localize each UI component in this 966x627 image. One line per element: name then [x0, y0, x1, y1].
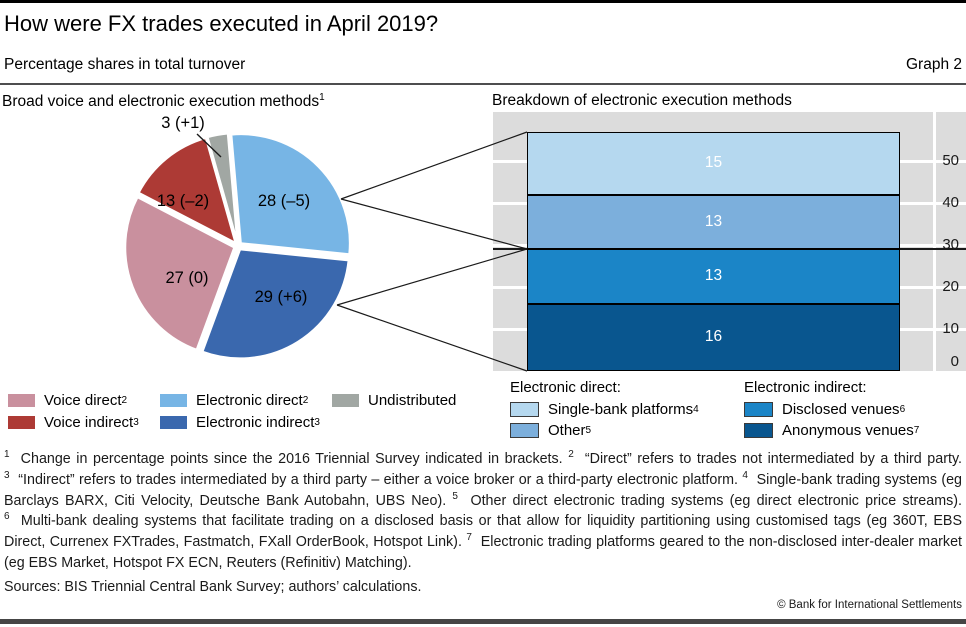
legend-label: Anonymous venues	[782, 422, 914, 439]
legend-swatch	[510, 423, 539, 438]
legend-label-sup: 4	[693, 404, 699, 415]
bar-value-label: 15	[704, 154, 723, 172]
pie-legend: Voice direct 2 Voice indirect 3 Electronic d…	[8, 389, 456, 433]
y-tick-label: 20	[942, 278, 959, 295]
legend-item-anonymous-venues: Anonymous venues 7	[744, 420, 919, 441]
header-rule	[0, 83, 966, 85]
pie-panel-title-sup: 1	[319, 92, 325, 103]
legend-swatch	[510, 402, 539, 417]
legend-swatch	[8, 415, 35, 429]
bar-panel-title: Breakdown of electronic execution method…	[492, 92, 792, 109]
legend-label: Voice direct	[44, 391, 122, 409]
pie-panel-title: Broad voice and electronic execution met…	[2, 92, 325, 111]
legend-label: Electronic direct	[196, 391, 303, 409]
legend-label: Electronic indirect	[196, 413, 315, 431]
y-tick-label: 0	[950, 353, 959, 370]
legend-label-sup: 7	[913, 425, 920, 436]
bar-legend-header: Electronic direct:	[510, 379, 621, 396]
page-title: How were FX trades executed in April 201…	[4, 11, 439, 36]
legend-swatch	[744, 402, 773, 417]
y-tick-label: 30	[942, 236, 959, 253]
legend-label-sup: 5	[585, 425, 592, 436]
graph-number: Graph 2	[905, 56, 962, 73]
footnote-marker: 3	[4, 470, 10, 482]
subtitle-row: Percentage shares in total turnover Grap…	[4, 56, 962, 74]
bar-value-label: 13	[704, 267, 723, 285]
footnote-marker: 5	[452, 490, 458, 502]
legend-label: Undistributed	[368, 391, 457, 409]
legend-swatch	[332, 393, 359, 407]
sources-line: Sources: BIS Triennial Central Bank Surv…	[4, 579, 422, 595]
legend-item-undistributed: Undistributed	[332, 389, 456, 411]
top-rule	[0, 0, 966, 3]
legend-item-voice-indirect: Voice indirect 3	[8, 411, 160, 433]
page-subtitle: Percentage shares in total turnover	[4, 56, 246, 73]
legend-item-electronic-direct: Electronic direct 2	[160, 389, 332, 411]
legend-label: Other	[548, 422, 586, 439]
bar-segment-single-bank-platforms: 15	[527, 131, 900, 195]
bar-segment-other: 13	[527, 194, 900, 250]
footnote-marker: 4	[742, 470, 748, 482]
footnotes: 1 Change in percentage points since the …	[4, 449, 963, 571]
legend-label-sup: 3	[314, 416, 320, 428]
footnote-marker: 1	[4, 449, 10, 461]
bar-value-label: 16	[704, 328, 723, 346]
bar-value-label: 13	[704, 212, 723, 230]
pie-panel-title-text: Broad voice and electronic execution met…	[2, 93, 320, 111]
legend-swatch	[160, 415, 187, 429]
legend-label-sup: 2	[302, 394, 309, 406]
footnote-marker: 2	[568, 449, 574, 461]
legend-item-other: Other 5	[510, 420, 699, 441]
legend-label: Single-bank platforms	[548, 401, 694, 418]
legend-item-electronic-indirect: Electronic indirect 3	[160, 411, 332, 433]
bar-legend-header: Electronic indirect:	[744, 379, 867, 396]
y-tick-label: 50	[942, 152, 959, 169]
axis-strip-separator	[933, 112, 936, 371]
legend-label-sup: 3	[133, 416, 139, 428]
y-tick-label: 40	[942, 194, 959, 211]
legend-label-sup: 2	[121, 394, 128, 406]
copyright: © Bank for International Settlements	[777, 599, 962, 611]
legend-swatch	[160, 393, 187, 407]
legend-swatch	[744, 423, 773, 438]
footnote-marker: 7	[466, 532, 472, 544]
legend-label: Voice indirect	[44, 413, 134, 431]
legend-label-sup: 6	[899, 404, 906, 415]
bar-segment-anonymous-venues: 16	[527, 303, 900, 371]
bar-legend-group: Electronic direct: Single-bank platforms 4…	[510, 379, 699, 441]
bar-legend-group: Electronic indirect: Disclosed venues 6 Ano…	[744, 379, 919, 441]
y-tick-label: 10	[942, 320, 959, 337]
footnote-marker: 6	[4, 511, 10, 523]
legend-swatch	[8, 393, 35, 407]
bottom-bar	[0, 619, 966, 624]
legend-item-single-bank-platforms: Single-bank platforms 4	[510, 399, 699, 420]
bar-segment-disclosed-venues: 13	[527, 249, 900, 304]
legend-item-voice-direct: Voice direct 2	[8, 389, 160, 411]
legend-label: Disclosed venues	[782, 401, 900, 418]
legend-item-disclosed-venues: Disclosed venues 6	[744, 399, 919, 420]
